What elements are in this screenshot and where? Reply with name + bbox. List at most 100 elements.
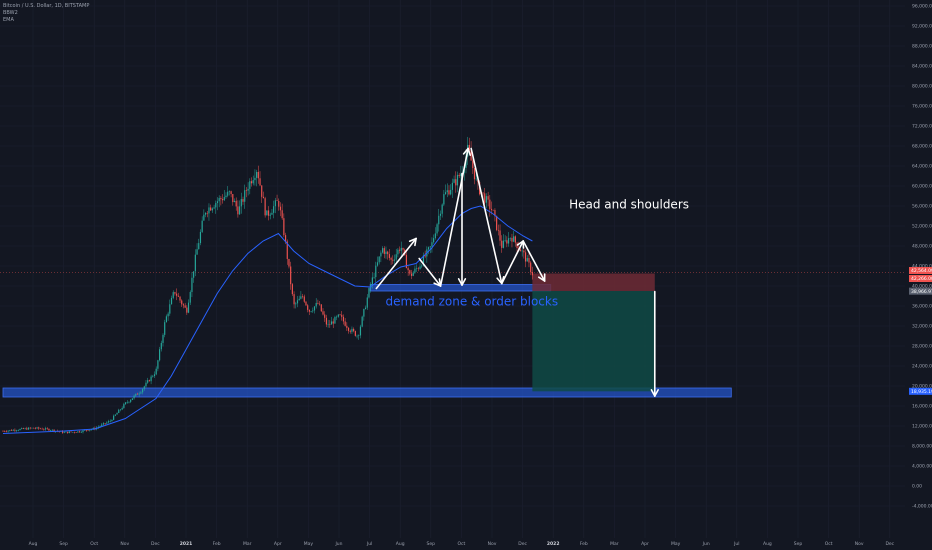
candle-body (392, 259, 394, 261)
candle-body (364, 307, 367, 310)
price-tick-label: 36,000.00 (912, 304, 932, 310)
candle-body (150, 376, 152, 382)
ema-layer (2, 205, 533, 434)
candle-body (189, 292, 191, 303)
candle-body (371, 277, 373, 285)
candle-body (366, 297, 368, 308)
candle-body (230, 191, 232, 195)
candle-body (443, 194, 445, 205)
candle-body (264, 198, 266, 216)
candle-body (358, 335, 360, 337)
stop-loss-zone (532, 273, 655, 291)
candle-body (191, 277, 193, 293)
candle-body (324, 314, 326, 318)
time-tick-label: Nov (120, 541, 129, 547)
indicator-legend-ema[interactable]: EMA (3, 17, 14, 23)
candle-body (334, 317, 336, 324)
candle-body (329, 323, 331, 325)
candle-body (337, 314, 339, 317)
demand-zone (369, 284, 552, 292)
target-arrow-head (653, 389, 659, 397)
pattern-arrow-head (467, 147, 472, 156)
time-axis[interactable]: Aug Sep Oct Nov Dec 2021 Feb Mar Apr May Jun Jul Aug… (29, 541, 895, 547)
price-tick-label: 4,000.00 (912, 464, 932, 470)
candle-body (405, 255, 408, 269)
candle-body (109, 420, 111, 422)
candle-body (107, 421, 110, 423)
candle-body (315, 302, 317, 307)
candle-body (140, 392, 142, 394)
price-axis[interactable]: 96,000.00 92,000.00 88,000.00 84,000.00 80,0… (909, 4, 932, 510)
candle-body (7, 430, 9, 432)
candle-body (278, 201, 280, 207)
candle-body (145, 382, 147, 387)
time-tick-label: May (304, 541, 314, 547)
candle-body (378, 256, 380, 263)
indicator-legend-bbw[interactable]: BBW2 (3, 10, 18, 16)
candle-body (310, 311, 312, 312)
time-tick-label: Aug (763, 541, 772, 547)
candle-body (104, 423, 106, 424)
candle-body (48, 428, 50, 431)
candle-body (409, 270, 411, 274)
candle-body (514, 236, 516, 243)
candle-body (506, 240, 508, 244)
time-tick-label: Feb (213, 541, 221, 547)
pattern-arrow-head (408, 237, 417, 243)
candle-body (177, 295, 179, 297)
time-tick-label: Jul (366, 541, 372, 547)
candle-body (99, 426, 101, 427)
candle-body (346, 325, 348, 328)
pattern-arrow-head (457, 278, 463, 286)
candle-body (448, 190, 450, 195)
candle-body (296, 300, 299, 304)
candle-body (256, 171, 258, 178)
candle-body (4, 431, 6, 432)
time-tick-label: Sep (427, 541, 436, 547)
price-tick-label: 16,000.00 (912, 404, 932, 410)
candle-body (410, 273, 413, 276)
candle-body (528, 258, 530, 263)
candle-body (143, 386, 145, 390)
candle-body (126, 402, 128, 403)
candle-body (237, 206, 239, 215)
candle-body (227, 191, 229, 196)
price-tick-label: 12,000.00 (912, 424, 932, 430)
candle-body (279, 206, 282, 211)
candle-body (152, 376, 154, 377)
candle-body (421, 265, 423, 267)
candle-body (393, 259, 396, 261)
candle-body (385, 251, 387, 254)
lower-zone (2, 387, 732, 398)
time-tick-label: Aug (396, 541, 405, 547)
price-tick-label: 56,000.00 (912, 204, 932, 210)
price-tick-label: 88,000.00 (912, 44, 932, 50)
candle-body (513, 236, 515, 242)
candle-body (65, 431, 67, 433)
candle-body (485, 196, 488, 203)
candle-body (213, 207, 215, 209)
candle-body (247, 188, 249, 191)
candle-body (245, 190, 248, 191)
price-tick-label: 20,000.00 (912, 384, 932, 390)
candle-body (317, 302, 319, 304)
price-label-box (909, 267, 932, 274)
candle-body (319, 303, 321, 305)
candle-body (439, 213, 442, 216)
time-tick-label: Apr (641, 541, 649, 547)
candle-body (203, 214, 205, 221)
symbol-legend[interactable]: Bitcoin / U.S. Dollar, 1D, BITSTAMP (3, 3, 90, 9)
candle-body (276, 200, 278, 202)
candle-body (286, 241, 288, 259)
candle-body (262, 196, 265, 199)
candle-body (433, 238, 435, 243)
candle-body (281, 210, 283, 219)
time-tick-label: Oct (825, 541, 833, 547)
candle-body (121, 407, 123, 410)
candle-body (182, 304, 185, 306)
grid-lines (0, 0, 905, 538)
candle-body (19, 428, 21, 431)
candle-body (414, 268, 416, 273)
